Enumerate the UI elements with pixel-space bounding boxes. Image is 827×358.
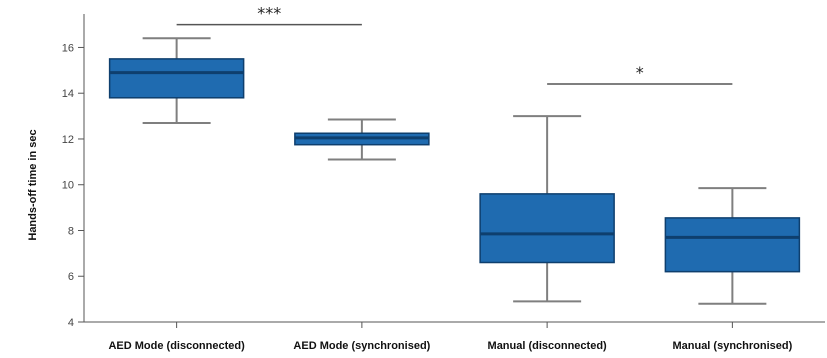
box-iqr — [479, 193, 615, 264]
y-tick-label: 6 — [68, 271, 74, 283]
axes: 4 6 8 10 12 14 16 AED Mode (disconnected) AED Mo… — [62, 14, 825, 352]
y-tick-label: 10 — [62, 180, 74, 192]
box-iqr — [664, 217, 801, 273]
box-iqr — [108, 58, 245, 99]
box-2 — [479, 115, 615, 303]
box-1 — [294, 118, 430, 161]
box-3 — [664, 187, 801, 305]
y-tick-label: 8 — [68, 225, 74, 237]
y-tick-label: 12 — [62, 134, 74, 146]
x-tick-label: AED Mode (synchronised) — [293, 340, 430, 352]
y-tick-label: 4 — [68, 317, 74, 329]
x-tick-label: AED Mode (disconnected) — [108, 340, 245, 352]
significance-annotations: **** — [176, 4, 733, 85]
box-0 — [108, 37, 245, 124]
significance-label: *** — [257, 4, 281, 23]
significance-label: * — [636, 63, 644, 82]
boxes — [108, 37, 801, 305]
x-tick-label: Manual (synchronised) — [672, 340, 792, 352]
x-tick-label: Manual (disconnected) — [488, 340, 608, 352]
y-axis-title: Hands-off time in sec — [27, 129, 39, 240]
y-tick-label: 14 — [62, 88, 74, 100]
y-tick-label: 16 — [62, 42, 74, 54]
